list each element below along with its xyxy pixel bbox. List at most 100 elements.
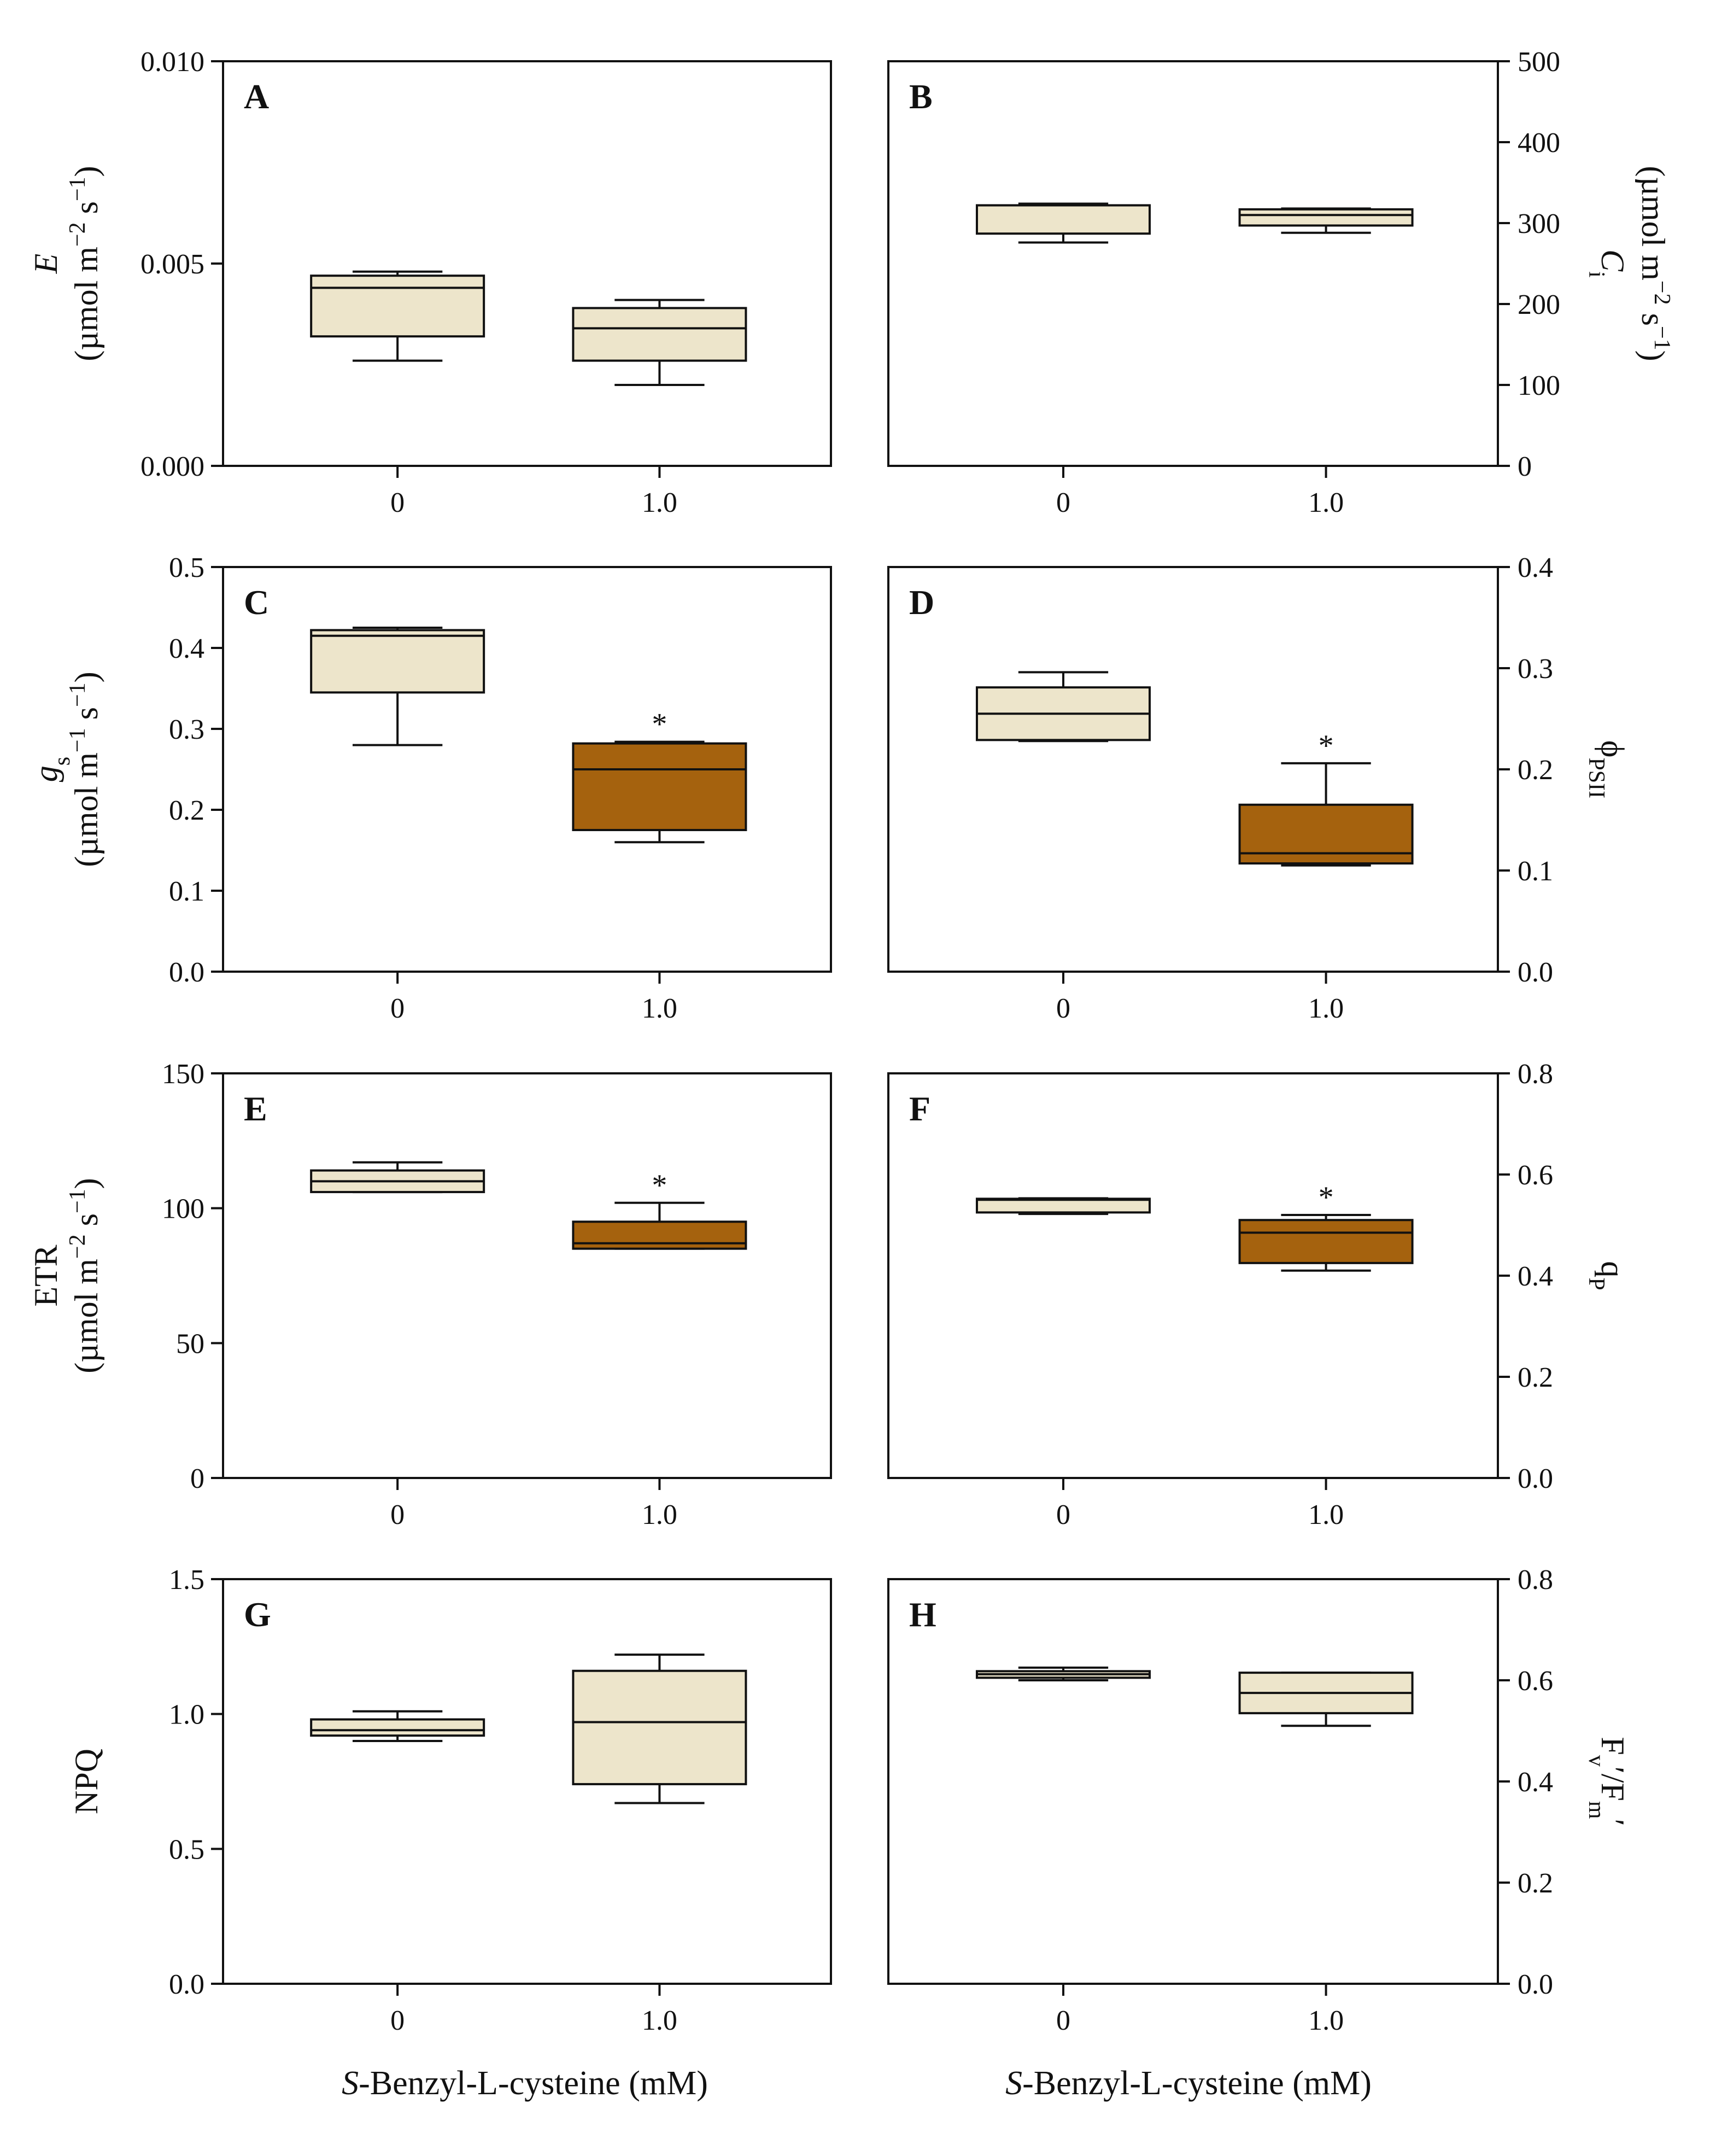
- x-axis-title-left-text: -Benzyl-L-cysteine (mM): [359, 2065, 708, 2102]
- panel-e-ylabel-line-0: ETR: [28, 1244, 64, 1306]
- panel-a-ylabel-line-1-seg-0: (µmol m: [68, 247, 104, 361]
- panel-b-letter: B: [909, 77, 933, 116]
- x-axis-title-right-text: -Benzyl-L-cysteine (mM): [1022, 2065, 1372, 2102]
- panel-g-ytick-label-3: 1.5: [169, 1564, 204, 1596]
- panel-h-ylabel-line-0-seg-4: ′: [1595, 1819, 1631, 1826]
- panel-a-box-0-body: [310, 274, 485, 338]
- panel-d-box-1-significance: *: [1319, 729, 1334, 763]
- panel-f-ylabel-line-0-seg-1: P: [1584, 1277, 1609, 1290]
- panel-a: A 0.000 0.005 0.010 0 1.0 E (µmol m−2 s−1): [28, 46, 832, 518]
- panel-e-ylabel-line-1: (µmol m−2 s−1): [65, 1178, 104, 1373]
- panel-g-ylabel-line-0: NPQ: [68, 1749, 104, 1814]
- panel-h-frame: [887, 1578, 1499, 1985]
- panel-h-ylabel-line-0-seg-2: ′/F: [1595, 1767, 1631, 1801]
- panel-d-xtick-label-1: 1.0: [1308, 993, 1344, 1024]
- panel-d-ytick-label-4: 0.4: [1518, 552, 1553, 583]
- panel-g-box-1-body: [572, 1669, 747, 1785]
- panel-h-ylabel-line-0-seg-1: v: [1584, 1755, 1609, 1767]
- panel-d-ylabel: ϕPSII: [1584, 740, 1631, 798]
- panel-a-xtick-label-0: 0: [390, 487, 405, 518]
- panel-c-box-1: *: [572, 708, 747, 844]
- panel-c-xtick-label-0: 0: [390, 993, 405, 1024]
- panel-f-box-1-body: [1238, 1219, 1414, 1264]
- panel-b-box-0-body: [976, 204, 1151, 235]
- panel-b-ytick-label-2: 200: [1518, 289, 1560, 320]
- panel-b-ylabel-line-1-seg-1: −2: [1649, 281, 1674, 305]
- panel-d-box-1: *: [1238, 729, 1414, 867]
- panel-h-ytick-label-1: 0.2: [1518, 1868, 1553, 1899]
- panel-c-frame: [222, 566, 832, 973]
- panel-e-ylabel-line-1-seg-1: −2: [65, 1234, 90, 1259]
- panel-a-ytick-label-0: 0.000: [140, 451, 204, 482]
- panel-c-ylabel-line-0-seg-0: g: [28, 766, 64, 782]
- panel-b-box-1: [1238, 207, 1414, 234]
- panel-d-ytick-label-0: 0.0: [1518, 957, 1553, 988]
- panel-b-ylabel-line-0: Ci: [1584, 249, 1631, 278]
- panel-f-letter: F: [909, 1089, 930, 1128]
- panel-f-box-1: *: [1238, 1181, 1414, 1272]
- panel-c-xtick-label-1: 1.0: [642, 993, 677, 1024]
- panel-f-box-0-body: [976, 1197, 1151, 1214]
- panel-a-frame: [222, 60, 832, 467]
- panel-g: G 0.0 0.5 1.0 1.5 0 1.0 NPQ: [68, 1564, 832, 2036]
- panel-a-ylabel-line-1-seg-1: −2: [65, 222, 90, 247]
- panel-e-box-1: *: [572, 1168, 747, 1250]
- panel-d: D 0.0 0.1 0.2 0.3 0.4 0 1.0 ϕPSII *: [887, 552, 1631, 1024]
- panel-e-ylabel-line-1-seg-3: −1: [65, 1189, 90, 1213]
- panel-d-xtick-label-0: 0: [1056, 993, 1070, 1024]
- panel-c: C0.00.10.20.30.40.50 1.0gs(µmol m−1 s−1)*: [28, 552, 832, 1024]
- panel-e-box-0: [310, 1161, 485, 1194]
- panel-b-ylabel-line-1-seg-3: −1: [1649, 326, 1674, 350]
- panel-e-ytick-label-2: 100: [162, 1194, 204, 1225]
- panel-g-letter: G: [244, 1595, 271, 1634]
- panel-e-box-1-significance: *: [652, 1168, 667, 1202]
- panel-e-ylabel-line-1-seg-4: ): [68, 1178, 104, 1189]
- panel-a-ylabel-line-0-seg-0: E: [28, 254, 64, 274]
- x-axis-title-right-italic: S: [1005, 2065, 1022, 2102]
- panel-b-ylabel-line-1-seg-0: (µmol m: [1635, 166, 1671, 281]
- panel-c-ylabel-line-1: (µmol m−1 s−1): [65, 671, 104, 867]
- x-axis-title-left-italic: S: [342, 2065, 359, 2102]
- panel-a-box-1-body: [572, 307, 747, 362]
- panel-e-frame: [222, 1072, 832, 1479]
- panel-g-xtick-label-1: 1.0: [642, 2005, 677, 2036]
- panel-b-frame: [887, 60, 1499, 467]
- panel-f-ylabel-line-0: qP: [1584, 1261, 1631, 1290]
- panel-h-xtick-label-0: 0: [1056, 2005, 1070, 2036]
- panel-d-ylabel-line-0-seg-1: PSII: [1584, 757, 1609, 798]
- panel-h-ylabel-line-0-seg-3: m: [1584, 1801, 1609, 1819]
- panel-c-ytick-label-3: 0.3: [169, 714, 204, 745]
- panel-c-ylabel-line-1-seg-1: −1: [65, 728, 90, 752]
- panel-e-ylabel: ETR (µmol m−2 s−1): [28, 1178, 104, 1373]
- panel-g-ytick-label-2: 1.0: [169, 1699, 204, 1731]
- panel-h-ytick-label-0: 0.0: [1518, 1969, 1553, 2000]
- panel-b-ytick-label-3: 300: [1518, 208, 1560, 239]
- panel-a-ylabel-line-1-seg-2: s: [68, 201, 104, 222]
- panel-c-box-0-body: [310, 629, 485, 694]
- panel-e-xtick-label-0: 0: [390, 1499, 405, 1530]
- panel-g-ylabel-line-0-seg-0: NPQ: [68, 1749, 104, 1814]
- panel-d-box-0: [976, 671, 1151, 743]
- panel-d-letter: D: [909, 583, 934, 622]
- panel-b-ytick-label-1: 100: [1518, 370, 1560, 401]
- panel-d-frame: [887, 566, 1499, 973]
- panel-g-frame: [222, 1578, 832, 1985]
- panel-f-frame: [887, 1072, 1499, 1479]
- panel-b-ytick-label-0: 0: [1518, 451, 1532, 482]
- panel-f-ylabel: qP: [1584, 1261, 1631, 1290]
- panel-h-ylabel-line-0-seg-0: F: [1595, 1737, 1631, 1755]
- panel-c-ylabel-line-0: gs: [28, 757, 75, 782]
- panel-c-ylabel-line-1-seg-0: (µmol m: [68, 752, 104, 867]
- panel-c-ylabel-line-1-seg-3: −1: [65, 682, 90, 707]
- panel-h-ytick-label-4: 0.8: [1518, 1564, 1553, 1596]
- panel-a-box-1: [572, 299, 747, 386]
- panel-b-box-0: [976, 202, 1151, 244]
- panel-a-ylabel-line-1-seg-4: ): [68, 166, 104, 177]
- panel-e-ytick-label-0: 0: [190, 1463, 204, 1494]
- panel-e-xtick-label-1: 1.0: [642, 1499, 677, 1530]
- panel-e-ylabel-line-0-seg-0: ETR: [28, 1244, 64, 1306]
- panel-e-letter: E: [244, 1089, 267, 1128]
- panel-h: H 0.0 0.2 0.4 0.6 0.8 0 1.0 Fv′/Fm′: [887, 1564, 1631, 2036]
- panel-h-ytick-label-2: 0.4: [1518, 1767, 1553, 1798]
